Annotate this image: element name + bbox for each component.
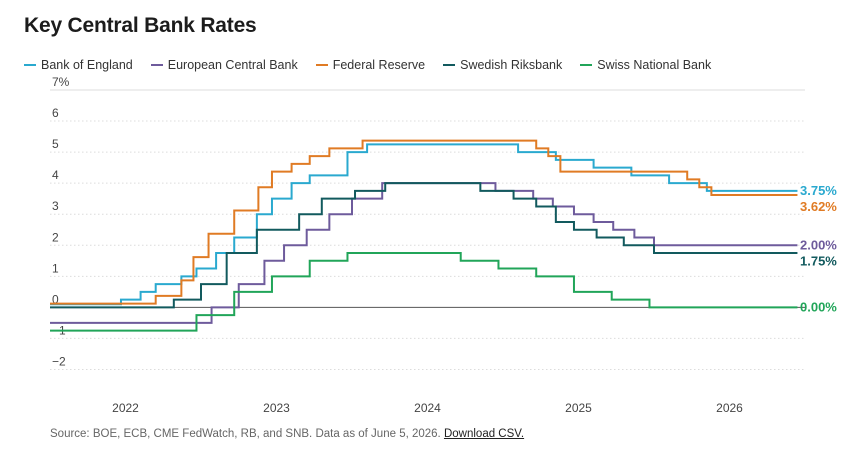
x-tick-label: 2023: [263, 401, 290, 415]
series-end-label: 2.00%: [800, 237, 837, 252]
y-tick-label: 1: [52, 261, 59, 275]
legend-swatch: [443, 64, 456, 66]
series-line: [50, 139, 798, 305]
legend-swatch: [150, 64, 163, 66]
series-line: [50, 143, 798, 306]
y-tick-label: 0: [52, 292, 59, 306]
y-tick-label: 2: [52, 230, 59, 244]
legend-label: Swiss National Bank: [597, 58, 712, 72]
series-line: [50, 252, 798, 332]
series-end-label: 3.62%: [800, 199, 837, 214]
source-note: Source: BOE, ECB, CME FedWatch, RB, and …: [50, 428, 524, 440]
y-tick-label: 3: [52, 199, 59, 213]
legend-label: European Central Bank: [167, 58, 298, 72]
legend-swatch: [580, 64, 593, 66]
y-tick-label: −2: [52, 354, 66, 368]
x-tick-label: 2022: [112, 401, 139, 415]
chart-title: Key Central Bank Rates: [24, 14, 257, 37]
legend-label: Federal Reserve: [332, 58, 426, 72]
series-end-label: 0.00%: [800, 299, 837, 314]
series-end-label: 3.75%: [800, 183, 837, 198]
y-tick-label: 6: [52, 106, 59, 120]
x-tick-label: 2026: [716, 401, 743, 415]
legend-item-swedish-riksbank: Swedish Riksbank: [443, 58, 562, 72]
legend-label: Bank of England: [41, 58, 133, 72]
series-line: [50, 182, 798, 309]
chart-legend: Bank of England European Central Bank Fe…: [24, 58, 711, 72]
x-tick-label: 2025: [565, 401, 592, 415]
series-end-label: 1.75%: [800, 253, 837, 268]
y-tick-label: 4: [52, 168, 59, 182]
source-text: Source: BOE, ECB, CME FedWatch, RB, and …: [50, 428, 441, 440]
legend-item-swiss-national-bank: Swiss National Bank: [580, 58, 711, 72]
legend-swatch: [315, 64, 328, 66]
legend-swatch: [24, 64, 36, 66]
y-tick-label: 7%: [52, 75, 70, 89]
legend-label: Swedish Riksbank: [460, 58, 563, 72]
y-tick-label: 5: [52, 137, 59, 151]
legend-item-european-central-bank: European Central Bank: [150, 58, 298, 72]
x-tick-label: 2024: [414, 401, 441, 415]
legend-item-bank-of-england: Bank of England: [24, 58, 133, 72]
legend-item-federal-reserve: Federal Reserve: [315, 58, 426, 72]
download-csv-link[interactable]: Download CSV.: [443, 428, 525, 440]
